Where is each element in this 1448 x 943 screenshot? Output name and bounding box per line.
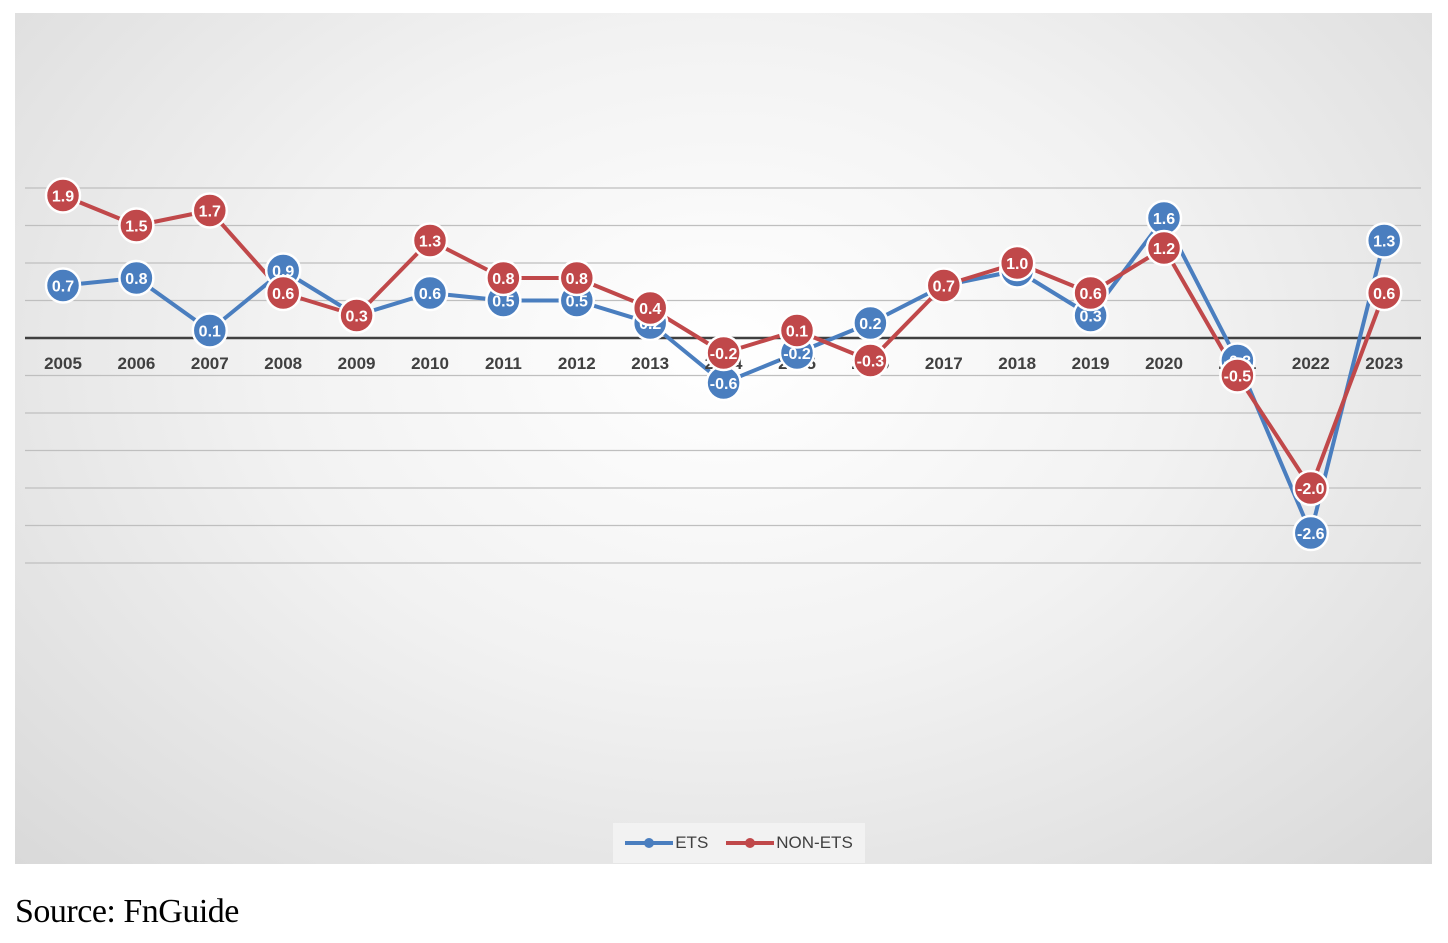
data-label-ets: 1.3 bbox=[1373, 234, 1395, 251]
data-label-non-ets: 0.3 bbox=[345, 309, 367, 326]
data-point-ets bbox=[44, 267, 82, 304]
chart-area: 2005200620072008200920102011201220132014… bbox=[15, 13, 1432, 864]
x-tick-label: 2019 bbox=[1072, 354, 1110, 373]
data-point-non-ets bbox=[44, 177, 82, 214]
data-label-non-ets: 0.4 bbox=[639, 301, 661, 318]
data-point-ets bbox=[118, 259, 155, 297]
x-tick-label: 2012 bbox=[558, 354, 596, 373]
data-label-ets: -2.6 bbox=[1297, 526, 1325, 543]
data-label-non-ets: 1.3 bbox=[419, 234, 441, 251]
data-point-non-ets bbox=[925, 267, 963, 304]
data-point-ets bbox=[1292, 514, 1330, 552]
x-tick-label: 2010 bbox=[411, 354, 449, 373]
x-tick-label: 2013 bbox=[631, 354, 669, 373]
data-label-non-ets: 0.1 bbox=[786, 324, 808, 341]
data-label-ets: -0.6 bbox=[710, 376, 738, 393]
x-tick-label: 2005 bbox=[44, 354, 82, 373]
x-tick-label: 2017 bbox=[925, 354, 963, 373]
data-point-non-ets bbox=[1145, 229, 1183, 267]
data-label-non-ets: 1.5 bbox=[125, 219, 147, 236]
data-point-ets bbox=[411, 274, 449, 312]
data-label-ets: 0.8 bbox=[125, 271, 147, 288]
data-point-non-ets bbox=[411, 222, 449, 259]
data-point-non-ets bbox=[118, 207, 155, 244]
data-label-non-ets: 0.7 bbox=[933, 279, 955, 296]
x-tick-label: 2023 bbox=[1365, 354, 1403, 373]
x-tick-label: 2006 bbox=[117, 354, 155, 373]
data-label-non-ets: -0.2 bbox=[710, 346, 738, 363]
data-markers: 0.70.80.10.90.30.60.50.50.2-0.6-0.20.20.… bbox=[44, 177, 1403, 552]
legend-label-ets: ETS bbox=[675, 833, 709, 852]
x-tick-label: 2022 bbox=[1292, 354, 1330, 373]
data-point-non-ets bbox=[191, 192, 229, 229]
legend-item-non-ets: NON-ETS bbox=[726, 833, 853, 853]
data-label-non-ets: 0.6 bbox=[1079, 286, 1101, 303]
data-point-non-ets bbox=[631, 289, 669, 327]
data-point-non-ets bbox=[338, 297, 375, 334]
x-tick-label: 2011 bbox=[485, 354, 522, 373]
data-label-ets: 1.6 bbox=[1153, 211, 1175, 228]
x-tick-label: 2007 bbox=[191, 354, 229, 373]
data-label-non-ets: -0.5 bbox=[1224, 369, 1252, 386]
data-point-non-ets bbox=[485, 259, 522, 297]
data-point-non-ets bbox=[1292, 469, 1330, 507]
data-label-ets: 0.6 bbox=[419, 286, 441, 303]
data-label-ets: 0.3 bbox=[1079, 309, 1101, 326]
data-point-non-ets bbox=[1072, 274, 1109, 312]
data-label-non-ets: 1.7 bbox=[199, 204, 221, 221]
legend: ETS NON-ETS bbox=[613, 823, 865, 863]
data-label-non-ets: 0.6 bbox=[272, 286, 294, 303]
x-tick-label: 2008 bbox=[264, 354, 302, 373]
data-label-non-ets: 0.8 bbox=[566, 271, 588, 288]
data-point-ets bbox=[1365, 222, 1403, 259]
data-label-ets: 0.7 bbox=[52, 279, 74, 296]
data-point-non-ets bbox=[778, 312, 816, 349]
source-note: Source: FnGuide bbox=[15, 893, 239, 930]
data-label-non-ets: 0.8 bbox=[492, 271, 514, 288]
x-tick-label: 2018 bbox=[998, 354, 1036, 373]
data-label-non-ets: -0.3 bbox=[857, 354, 885, 371]
data-point-non-ets bbox=[852, 342, 889, 379]
data-label-non-ets: 0.6 bbox=[1373, 286, 1395, 303]
data-point-non-ets bbox=[264, 274, 302, 312]
data-label-ets: 0.1 bbox=[199, 324, 221, 341]
legend-swatch-ets bbox=[625, 838, 674, 848]
x-tick-label: 2009 bbox=[338, 354, 376, 373]
legend-label-non-ets: NON-ETS bbox=[776, 833, 853, 852]
legend-swatch-non-ets bbox=[726, 838, 775, 848]
data-label-ets: 0.5 bbox=[492, 294, 514, 311]
data-label-non-ets: 1.2 bbox=[1153, 241, 1175, 258]
data-point-non-ets bbox=[705, 334, 742, 372]
data-label-non-ets: 1.0 bbox=[1006, 256, 1028, 273]
data-label-ets: 0.5 bbox=[566, 294, 588, 311]
line-chart: 2005200620072008200920102011201220132014… bbox=[25, 177, 1421, 564]
data-point-non-ets bbox=[1219, 357, 1256, 394]
data-point-non-ets bbox=[1365, 274, 1403, 312]
data-point-non-ets bbox=[558, 259, 596, 297]
data-point-non-ets bbox=[998, 244, 1036, 282]
data-point-ets bbox=[852, 304, 889, 342]
legend-item-ets: ETS bbox=[625, 833, 708, 853]
x-tick-label: 2020 bbox=[1145, 354, 1183, 373]
data-point-ets bbox=[191, 312, 229, 349]
data-label-non-ets: 1.9 bbox=[52, 189, 74, 206]
data-label-ets: 0.2 bbox=[859, 316, 881, 333]
data-label-ets: -0.2 bbox=[783, 346, 811, 363]
data-label-non-ets: -2.0 bbox=[1297, 481, 1325, 498]
